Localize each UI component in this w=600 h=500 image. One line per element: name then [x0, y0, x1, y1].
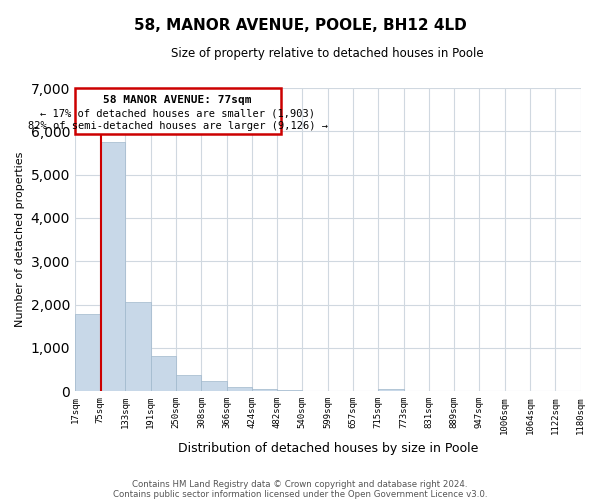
Bar — [277, 390, 302, 391]
Bar — [176, 375, 202, 391]
Bar — [151, 356, 176, 391]
Title: Size of property relative to detached houses in Poole: Size of property relative to detached ho… — [172, 48, 484, 60]
Bar — [252, 389, 277, 391]
Text: 58, MANOR AVENUE, POOLE, BH12 4LD: 58, MANOR AVENUE, POOLE, BH12 4LD — [134, 18, 466, 32]
FancyBboxPatch shape — [75, 88, 281, 134]
Text: Contains public sector information licensed under the Open Government Licence v3: Contains public sector information licen… — [113, 490, 487, 499]
Y-axis label: Number of detached properties: Number of detached properties — [15, 152, 25, 328]
Bar — [100, 142, 125, 391]
X-axis label: Distribution of detached houses by size in Poole: Distribution of detached houses by size … — [178, 442, 478, 455]
Bar — [379, 389, 404, 391]
Bar — [75, 314, 100, 391]
Bar — [202, 382, 227, 391]
Bar — [227, 387, 252, 391]
Text: Contains HM Land Registry data © Crown copyright and database right 2024.: Contains HM Land Registry data © Crown c… — [132, 480, 468, 489]
Text: 58 MANOR AVENUE: 77sqm: 58 MANOR AVENUE: 77sqm — [103, 96, 252, 106]
Bar — [125, 302, 151, 391]
Text: 82% of semi-detached houses are larger (9,126) →: 82% of semi-detached houses are larger (… — [28, 121, 328, 131]
Text: ← 17% of detached houses are smaller (1,903): ← 17% of detached houses are smaller (1,… — [40, 108, 315, 118]
